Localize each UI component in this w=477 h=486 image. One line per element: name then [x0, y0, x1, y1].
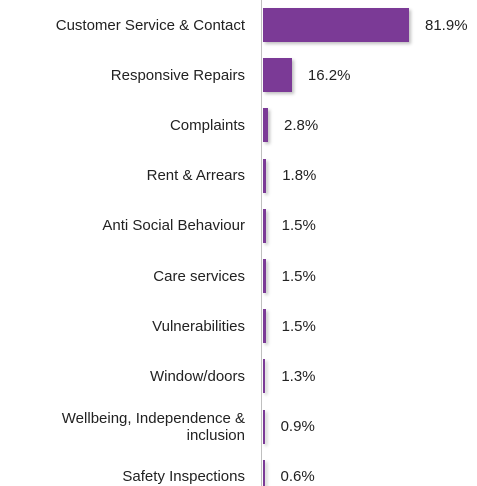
bar	[263, 359, 266, 394]
bar	[263, 58, 292, 93]
category-axis	[261, 0, 262, 486]
category-label: Vulnerabilities	[152, 317, 245, 335]
bar	[263, 208, 266, 243]
bar	[263, 409, 265, 444]
category-label: Complaints	[169, 116, 245, 134]
value-label: 0.6%	[280, 468, 315, 486]
value-label: 2.8%	[283, 116, 319, 134]
category-label: Customer Service & Contact	[55, 16, 245, 34]
value-label: 81.9%	[425, 16, 468, 34]
bar	[263, 309, 266, 344]
bar	[263, 459, 265, 486]
category-label: Care services	[153, 267, 245, 285]
value-label: 1.5%	[281, 317, 316, 335]
value-label: 0.9%	[280, 418, 315, 436]
bar	[263, 259, 266, 293]
value-label: 1.3%	[281, 367, 316, 385]
category-label: Wellbeing, Independence & inclusion	[61, 409, 245, 444]
category-label: Rent & Arrears	[146, 167, 245, 185]
category-label: Safety Inspections	[122, 468, 245, 486]
bar	[263, 8, 409, 42]
value-label: 16.2%	[307, 66, 351, 84]
bar	[263, 108, 268, 143]
value-label: 1.8%	[282, 167, 317, 185]
value-label: 1.5%	[281, 267, 316, 285]
category-label: Responsive Repairs	[110, 66, 245, 84]
category-label: Window/doors	[149, 367, 245, 385]
bar	[263, 158, 267, 193]
value-label: 1.5%	[281, 217, 316, 235]
category-label: Anti Social Behaviour	[102, 217, 245, 235]
